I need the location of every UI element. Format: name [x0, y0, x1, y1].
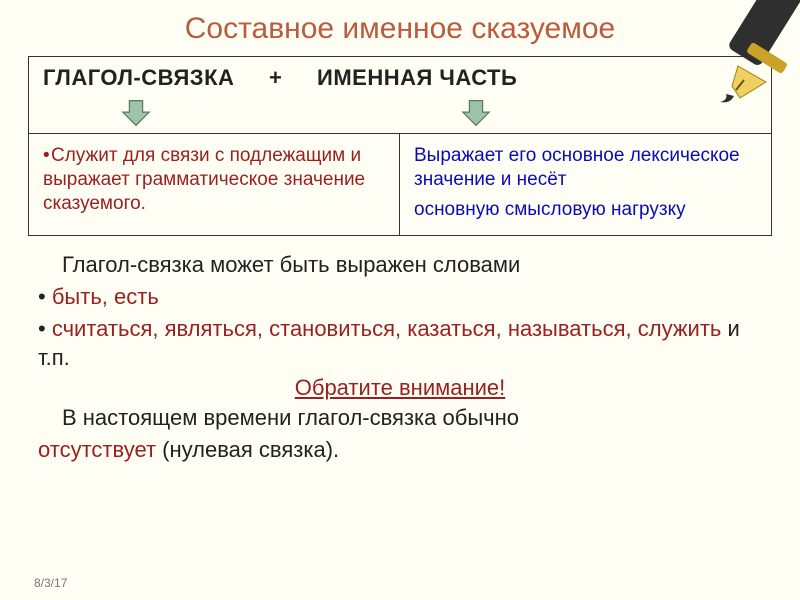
verbs-line-1: быть, есть — [38, 282, 762, 312]
pen-icon — [676, 0, 800, 104]
arrow-path — [123, 101, 149, 126]
arrows-row — [29, 97, 771, 133]
description-row: •Служит для связи с подлежащим и выражае… — [29, 134, 771, 235]
slide-page: Составное именное сказуемое ГЛАГОЛ-СВЯЗК… — [0, 0, 800, 600]
header-left: ГЛАГОЛ-СВЯЗКА — [43, 65, 234, 90]
intro-line: Глагол-связка может быть выражен словами — [38, 250, 762, 280]
definition-table: ГЛАГОЛ-СВЯЗКА + ИМЕННАЯ ЧАСТЬ •Служит дл… — [28, 56, 772, 236]
note-red: отсутствует — [38, 437, 156, 462]
footer-date: 8/3/17 — [34, 576, 67, 590]
attention-line: Обратите внимание! — [38, 375, 762, 401]
cell-left: •Служит для связи с подлежащим и выражае… — [29, 134, 400, 235]
desc-right-line2: основную смысловую нагрузку — [414, 198, 757, 222]
cell-right: Выражает его основное лексическое значен… — [400, 134, 771, 235]
desc-right: Выражает его основное лексическое значен… — [414, 144, 757, 221]
pen-nib — [732, 66, 766, 98]
verbs2-red: считаться, являться, становиться, казать… — [52, 316, 722, 341]
verbs1: быть, есть — [52, 284, 159, 309]
header-text: ГЛАГОЛ-СВЯЗКА + ИМЕННАЯ ЧАСТЬ — [29, 57, 771, 97]
desc-right-line1: Выражает его основное лексическое значен… — [414, 144, 757, 192]
verbs-line-2: считаться, являться, становиться, казать… — [38, 314, 762, 373]
body-block: Глагол-связка может быть выражен словами… — [38, 250, 762, 464]
header-right: ИМЕННАЯ ЧАСТЬ — [317, 65, 517, 90]
desc-left-text: Служит для связи с подлежащим и выражает… — [43, 145, 365, 214]
header-row: ГЛАГОЛ-СВЯЗКА + ИМЕННАЯ ЧАСТЬ — [29, 57, 771, 134]
desc-left: •Служит для связи с подлежащим и выражае… — [43, 144, 385, 215]
note-line-1: В настоящем времени глагол-связка обычно — [38, 403, 762, 433]
header-plus: + — [269, 65, 282, 91]
ink-swirl — [720, 94, 734, 102]
arrow-path — [463, 101, 489, 126]
note-tail: (нулевая связка). — [156, 437, 339, 462]
down-arrow-icon — [459, 99, 493, 127]
note-line-2: отсутствует (нулевая связка). — [38, 435, 762, 465]
bullet-icon: • — [43, 144, 51, 168]
down-arrow-icon — [119, 99, 153, 127]
